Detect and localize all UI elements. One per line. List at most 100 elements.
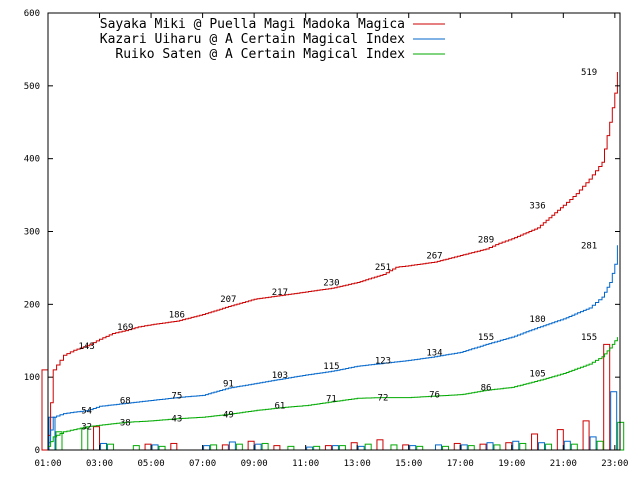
data-label: 43 (171, 415, 182, 425)
bar (531, 433, 539, 451)
x-tick-label: 01:00 (34, 459, 61, 469)
bar (41, 369, 49, 451)
y-tick-label: 500 (24, 82, 40, 92)
bar (409, 445, 417, 451)
data-label: 91 (223, 380, 234, 390)
y-tick-label: 0 (35, 446, 40, 456)
bar (512, 440, 520, 451)
bar (467, 445, 475, 451)
bar (48, 416, 56, 451)
data-label: 123 (375, 356, 391, 366)
bar (364, 443, 372, 451)
legend-label: Kazari Uiharu @ A Certain Magical Index (100, 32, 405, 47)
bar (376, 439, 384, 451)
data-label: 217 (272, 288, 288, 298)
data-label: 281 (581, 241, 597, 251)
bar (582, 420, 590, 451)
series-line (48, 72, 618, 436)
data-label: 519 (581, 68, 597, 78)
data-label: 32 (81, 423, 92, 433)
x-tick-label: 19:00 (498, 459, 525, 469)
x-tick-label: 23:00 (601, 459, 628, 469)
bar (228, 441, 236, 451)
bar (617, 421, 625, 451)
bar (273, 445, 281, 451)
data-label: 71 (326, 394, 337, 404)
y-tick-label: 300 (24, 228, 40, 238)
x-tick-label: 15:00 (395, 459, 422, 469)
bar (170, 442, 178, 451)
plot-border (47, 12, 621, 451)
data-label: 54 (81, 407, 92, 417)
data-label: 49 (223, 410, 234, 420)
y-tick-label: 100 (24, 373, 40, 383)
bar (538, 442, 546, 451)
x-tick-label: 17:00 (447, 459, 474, 469)
bar (479, 443, 487, 451)
x-tick-label: 21:00 (550, 459, 577, 469)
bar (493, 444, 501, 451)
bar (519, 442, 527, 451)
bar (556, 429, 564, 451)
bar (313, 445, 321, 451)
bar (545, 443, 553, 451)
bar (158, 445, 166, 451)
data-label: 103 (272, 371, 288, 381)
bar (570, 443, 578, 451)
x-tick-label: 09:00 (241, 459, 268, 469)
bar (151, 444, 159, 451)
bar (235, 443, 243, 451)
bar (460, 444, 468, 451)
data-label: 75 (171, 391, 182, 401)
line-layer (48, 72, 618, 447)
bar (603, 343, 611, 451)
series-line (48, 245, 618, 444)
bar (287, 445, 295, 451)
bar (331, 445, 339, 451)
bar (254, 443, 262, 451)
data-label: 267 (426, 252, 442, 262)
x-tick-label: 11:00 (292, 459, 319, 469)
data-label: 76 (429, 391, 440, 401)
bar (441, 445, 449, 451)
data-label-layer: 143 169 186 207 217 230 251 267 289 336 519 54 68 75 9… (79, 68, 598, 433)
data-label: 251 (375, 263, 391, 273)
bar (132, 445, 140, 451)
data-label: 68 (120, 396, 131, 406)
bar (596, 440, 604, 451)
bar (402, 444, 410, 451)
bar (589, 436, 597, 451)
data-label: 230 (323, 278, 339, 288)
bar (144, 443, 152, 451)
data-label: 169 (117, 323, 133, 333)
bar (338, 445, 346, 451)
legend-label: Sayaka Miki @ Puella Magi Madoka Magica (100, 17, 405, 32)
bar (107, 443, 115, 451)
bar (416, 445, 424, 451)
bar (486, 442, 494, 451)
axis-layer: 0 100 200 300 400 500 600 01:00 03:00 05:00 07:00 0… (24, 9, 629, 469)
data-label: 72 (378, 394, 389, 404)
x-tick-label: 07:00 (189, 459, 216, 469)
legend: Sayaka Miki @ Puella Magi Madoka MagicaK… (100, 17, 445, 62)
data-label: 38 (120, 418, 131, 428)
data-label: 155 (478, 333, 494, 343)
y-tick-label: 400 (24, 155, 40, 165)
legend-label: Ruiko Saten @ A Certain Magical Index (115, 47, 405, 62)
bar (100, 442, 108, 451)
bar (453, 442, 461, 451)
data-label: 115 (323, 362, 339, 372)
data-label: 105 (529, 370, 545, 380)
data-label: 134 (426, 348, 442, 358)
bar (350, 442, 358, 451)
bar (563, 440, 571, 451)
data-label: 86 (481, 383, 492, 393)
bar (247, 440, 255, 451)
x-tick-label: 13:00 (344, 459, 371, 469)
bar (93, 426, 101, 451)
data-label: 289 (478, 236, 494, 246)
data-label: 207 (220, 295, 236, 305)
data-label: 186 (169, 311, 185, 321)
data-label: 155 (581, 333, 597, 343)
